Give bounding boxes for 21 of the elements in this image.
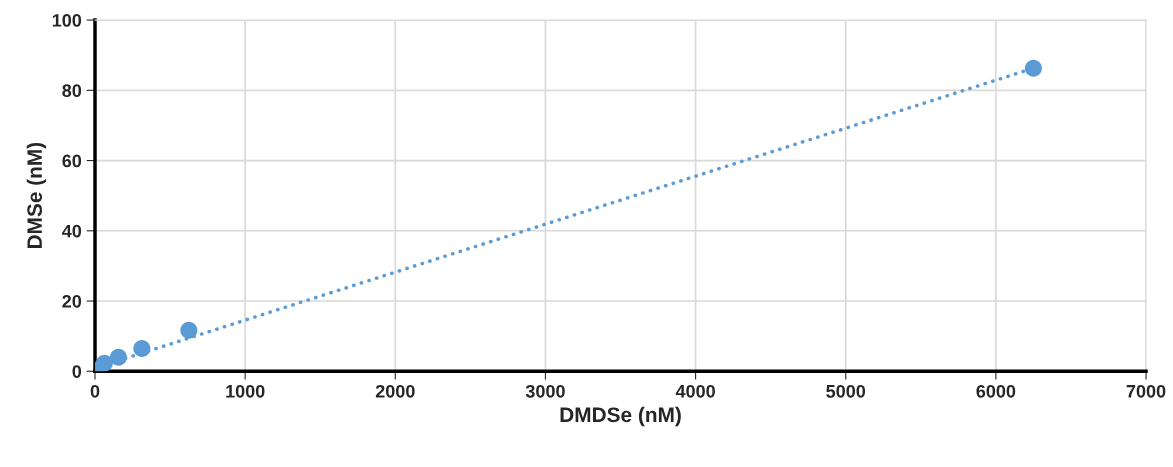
point xyxy=(1024,59,1042,77)
x-tick-label: 7000 xyxy=(1126,384,1166,398)
y-tick-label: 80 xyxy=(62,84,82,98)
x-tick-label: 0 xyxy=(90,384,100,398)
x-tick-label: 1000 xyxy=(226,384,265,398)
y-tick-label: 100 xyxy=(52,14,82,27)
x-tick-label: 2000 xyxy=(375,384,415,398)
point xyxy=(180,321,198,339)
y-tick-label: 40 xyxy=(62,224,82,238)
x-tick-label: 3000 xyxy=(525,384,565,398)
point xyxy=(109,348,127,366)
point xyxy=(133,339,151,357)
y-tick-label: 60 xyxy=(62,154,82,168)
x-axis-title: DMDSe (nM) xyxy=(560,406,681,427)
y-axis-title: DMSe (nM) xyxy=(26,142,47,249)
point xyxy=(95,354,113,372)
x-tick-label: 6000 xyxy=(976,384,1016,398)
y-tick-label: 0 xyxy=(72,365,82,378)
y-tick-label: 20 xyxy=(62,294,82,308)
x-tick-label: 4000 xyxy=(675,384,715,398)
x-tick-label: 5000 xyxy=(826,384,866,398)
